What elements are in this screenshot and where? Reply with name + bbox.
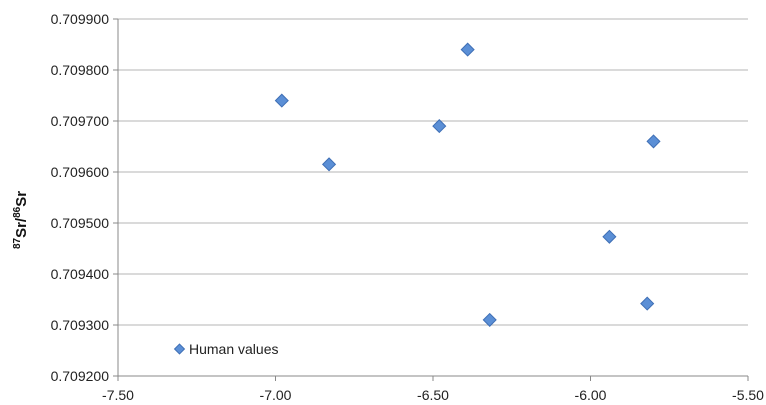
legend-marker-human-values [173,343,186,355]
y-tick-label: 0.709300 [51,317,110,333]
x-tick-label: -7.50 [102,387,134,403]
data-point [646,134,661,149]
y-tick-label: 0.709600 [51,164,110,180]
y-tick-label: 0.709700 [51,113,110,129]
y-tick-label: 0.709500 [51,215,110,231]
data-point [432,119,447,134]
data-points [274,42,661,327]
data-point [602,229,617,244]
data-point [274,93,289,108]
x-tick-labels: -7.50 -7.00 -6.50 -6.00 -5.50 [102,387,764,403]
y-tick-labels: 0.709200 0.709300 0.709400 0.709500 0.709600… [51,11,110,384]
data-point [460,42,475,57]
x-tick-label: -6.50 [417,387,449,403]
legend: Human values [173,341,279,357]
data-point [640,296,655,311]
y-axis-label: 87Sr/86Sr [12,191,30,249]
x-tick-label: -6.00 [575,387,607,403]
gridlines [118,18,748,326]
axes [113,18,749,381]
y-label-element2: Sr [13,191,30,207]
y-tick-label: 0.709900 [51,11,110,27]
legend-label-human-values: Human values [189,341,279,357]
y-label-mass2: 86 [12,206,23,218]
y-tick-label: 0.709400 [51,266,110,282]
y-tick-label: 0.709200 [51,368,110,384]
x-tick-label: -7.00 [260,387,292,403]
data-point [482,312,497,327]
y-label-mass1: 87 [12,237,23,249]
y-label-slash: / [13,217,30,222]
data-point [321,157,337,172]
y-tick-label: 0.709800 [51,62,110,78]
x-tick-label: -5.50 [732,387,764,403]
y-label-element1: Sr [13,222,30,238]
